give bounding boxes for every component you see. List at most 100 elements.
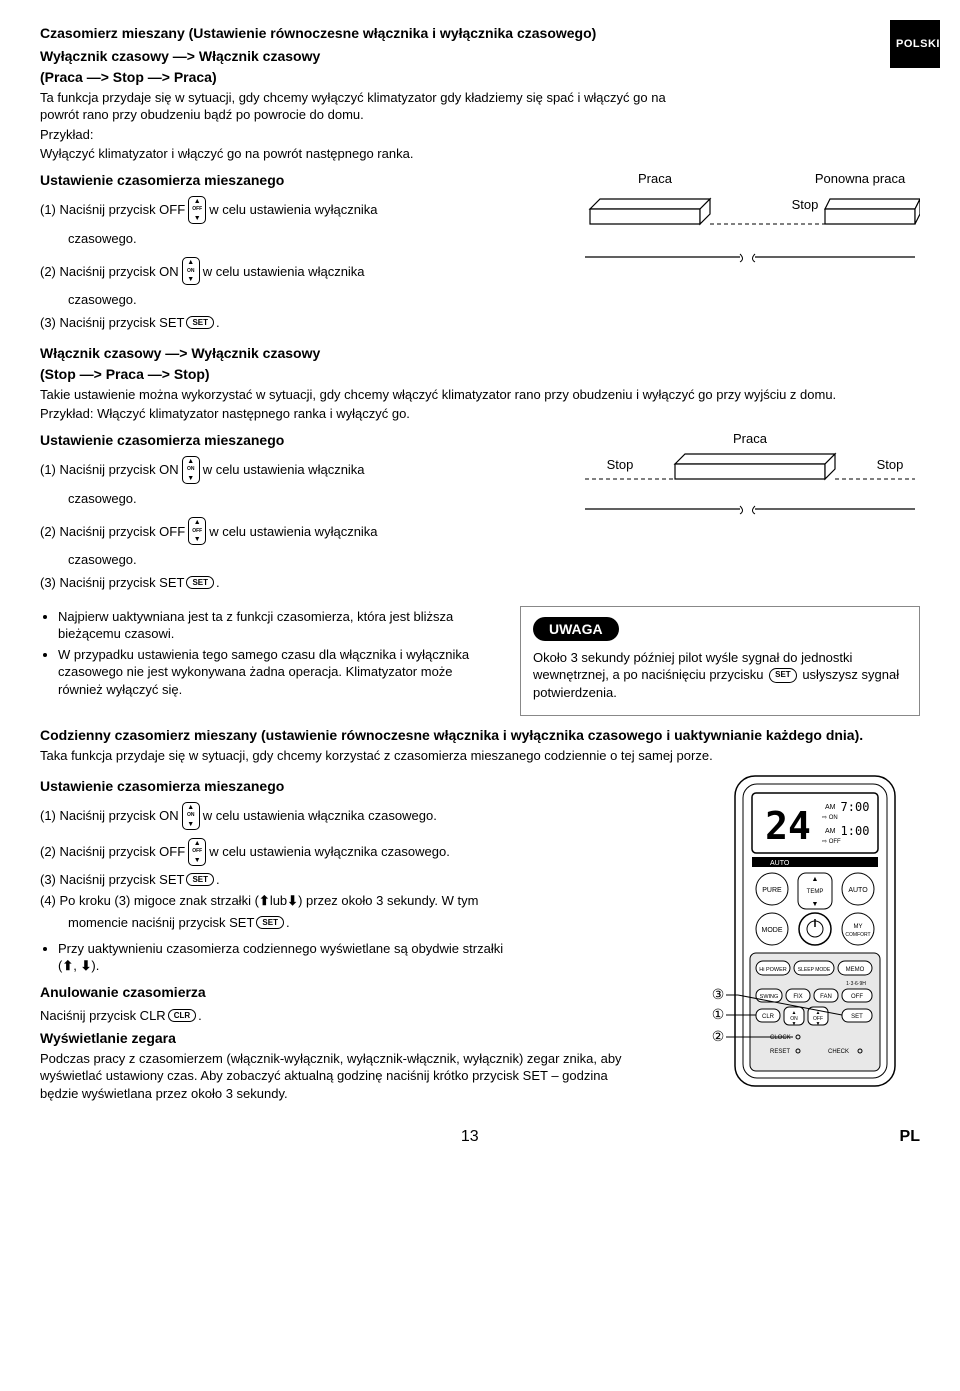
- svg-text:FAN: FAN: [820, 994, 832, 1000]
- s1-step2b: w celu ustawienia włącznika: [203, 264, 365, 279]
- s1-title: Czasomierz mieszany (Ustawienie równocze…: [40, 24, 920, 43]
- s3-bullets: Przy uaktywnieniu czasomierza codzienneg…: [58, 940, 630, 975]
- note-badge: UWAGA: [533, 617, 619, 641]
- note-box: UWAGA Około 3 sekundy później pilot wyśl…: [520, 606, 920, 717]
- svg-text:CLOCK: CLOCK: [770, 1035, 791, 1041]
- svg-text:②: ②: [712, 1028, 725, 1044]
- s1-setting: Ustawienie czasomierza mieszanego: [40, 171, 560, 190]
- svg-text:AUTO: AUTO: [848, 887, 868, 894]
- s3-setting: Ustawienie czasomierza mieszanego: [40, 777, 630, 796]
- svg-text:SET: SET: [851, 1014, 863, 1020]
- s2-p2: Przykład: Włączyć klimatyzator następneg…: [40, 405, 920, 423]
- on-button-icon: ▲ON▼: [182, 802, 200, 830]
- language-tab: POLSKI: [890, 20, 940, 68]
- s3-step4: (4) Po kroku (3) migoce znak strzałki (⬆…: [40, 893, 630, 909]
- s1-step2: (2) Naciśnij przycisk ON ▲ON▼ w celu ust…: [40, 257, 560, 285]
- off-button-icon: ▲OFF▼: [188, 838, 206, 866]
- svg-text:CLR: CLR: [762, 1014, 775, 1020]
- svg-text:SWING: SWING: [760, 994, 779, 1000]
- svg-text:⇨ ON: ⇨ ON: [822, 815, 838, 821]
- svg-text:FIX: FIX: [793, 994, 802, 1000]
- s1-step2a: (2) Naciśnij przycisk ON: [40, 264, 179, 279]
- s1-sub: Wyłącznik czasowy —> Włącznik czasowy: [40, 47, 920, 66]
- s1-p2: Przykład:: [40, 126, 920, 144]
- s1-step3-text: (3) Naciśnij przycisk SET: [40, 315, 184, 330]
- s2-step1a: (1) Naciśnij przycisk ON: [40, 462, 179, 477]
- off-button-icon: ▲OFF▼: [188, 517, 206, 545]
- svg-text:MODE: MODE: [762, 927, 783, 934]
- svg-text:PURE: PURE: [762, 887, 782, 894]
- s3-step3: (3) Naciśnij przycisk SET SET.: [40, 872, 630, 887]
- svg-text:Praca: Praca: [733, 431, 768, 446]
- s1-step3: (3) Naciśnij przycisk SET SET.: [40, 315, 560, 330]
- arrow-down-icon: ⬇: [80, 957, 91, 975]
- set-pill-icon: SET: [186, 316, 214, 329]
- s1-step1c: czasowego.: [40, 230, 560, 248]
- svg-text:MEMO: MEMO: [846, 967, 865, 973]
- s4-title: Anulowanie czasomierza: [40, 983, 630, 1002]
- s2-setting: Ustawienie czasomierza mieszanego: [40, 431, 560, 450]
- s3-p1: Taka funkcja przydaje się w sytuacji, gd…: [40, 747, 920, 765]
- s2-title: Włącznik czasowy —> Wyłącznik czasowy: [40, 344, 920, 363]
- svg-text:MY: MY: [854, 924, 863, 930]
- s2-step2a: (2) Naciśnij przycisk OFF: [40, 524, 185, 539]
- s2-seq: (Stop —> Praca —> Stop): [40, 365, 920, 384]
- s5-body: Podczas pracy z czasomierzem (włącznik-w…: [40, 1050, 630, 1103]
- svg-text:AM: AM: [825, 804, 836, 811]
- s1-step2c: czasowego.: [40, 291, 560, 309]
- clr-pill-icon: CLR: [168, 1009, 196, 1022]
- svg-text:▲: ▲: [812, 876, 819, 883]
- footer-lang: PL: [900, 1128, 920, 1146]
- svg-text:OFF: OFF: [851, 994, 863, 1000]
- svg-text:Ponowna praca: Ponowna praca: [815, 171, 906, 186]
- s3-title: Codzienny czasomierz mieszany (ustawieni…: [40, 726, 920, 745]
- svg-text:1:00: 1:00: [841, 824, 870, 838]
- svg-text:Hi POWER: Hi POWER: [759, 967, 787, 973]
- svg-text:Stop: Stop: [607, 457, 634, 472]
- bullet-item: Przy uaktywnieniu czasomierza codzienneg…: [58, 940, 630, 975]
- s1-step1a: (1) Naciśnij przycisk OFF: [40, 202, 185, 217]
- s1-seq: (Praca —> Stop —> Praca): [40, 68, 920, 87]
- bullet-item: Najpierw uaktywniana jest ta z funkcji c…: [58, 608, 500, 643]
- page-number: 13: [40, 1128, 900, 1146]
- s2-step2c: czasowego.: [40, 551, 560, 569]
- on-button-icon: ▲ON▼: [182, 257, 200, 285]
- s1-p1: Ta funkcja przydaje się w sytuacji, gdy …: [40, 89, 680, 124]
- svg-text:RESET: RESET: [770, 1049, 790, 1055]
- svg-text:▼: ▼: [812, 901, 819, 908]
- svg-text:Stop: Stop: [792, 197, 819, 212]
- arrow-up-icon: ⬆: [259, 893, 270, 909]
- svg-text:AUTO: AUTO: [770, 860, 790, 867]
- svg-text:1·3·6·9H: 1·3·6·9H: [846, 981, 866, 987]
- svg-text:▼: ▼: [816, 1021, 821, 1027]
- s3-step4d: momencie naciśnij przycisk SET SET.: [40, 915, 630, 930]
- remote-illustration: 24 AM 7:00 AM 1:00 ⇨ ON ⇨ OFF AUTO PURE …: [680, 771, 910, 1101]
- s1-step1b: w celu ustawienia wyłącznika: [209, 202, 377, 217]
- set-pill-icon: SET: [256, 916, 284, 929]
- svg-text:AM: AM: [825, 828, 836, 835]
- s1-step1: (1) Naciśnij przycisk OFF ▲OFF▼ w celu u…: [40, 196, 560, 224]
- s3-step1: (1) Naciśnij przycisk ON ▲ON▼ w celu ust…: [40, 802, 630, 830]
- timing-diagram-1: Praca Ponowna praca Stop: [580, 169, 920, 279]
- s4-body: Naciśnij przycisk CLR CLR.: [40, 1008, 630, 1023]
- svg-text:COMFORT: COMFORT: [845, 932, 870, 938]
- svg-text:③: ③: [712, 986, 725, 1002]
- svg-text:SLEEP MODE: SLEEP MODE: [798, 967, 831, 973]
- set-pill-icon: SET: [186, 873, 214, 886]
- s2-step2: (2) Naciśnij przycisk OFF ▲OFF▼ w celu u…: [40, 517, 560, 545]
- s2-step1b: w celu ustawienia włącznika: [203, 462, 365, 477]
- on-button-icon: ▲ON▼: [182, 456, 200, 484]
- svg-text:24: 24: [765, 804, 811, 848]
- s2-step2b: w celu ustawienia wyłącznika: [209, 524, 377, 539]
- s1-p3: Wyłączyć klimatyzator i włączyć go na po…: [40, 145, 920, 163]
- s2-step1c: czasowego.: [40, 490, 560, 508]
- svg-text:Stop: Stop: [877, 457, 904, 472]
- bullet-list: Najpierw uaktywniana jest ta z funkcji c…: [58, 608, 500, 699]
- svg-text:7:00: 7:00: [841, 800, 870, 814]
- svg-text:⇨ OFF: ⇨ OFF: [822, 839, 841, 845]
- svg-text:CHECK: CHECK: [828, 1049, 849, 1055]
- set-pill-icon: SET: [186, 576, 214, 589]
- s2-step3: (3) Naciśnij przycisk SET SET.: [40, 575, 560, 590]
- arrow-up-icon: ⬆: [62, 957, 73, 975]
- bullet-item: W przypadku ustawienia tego samego czasu…: [58, 646, 500, 699]
